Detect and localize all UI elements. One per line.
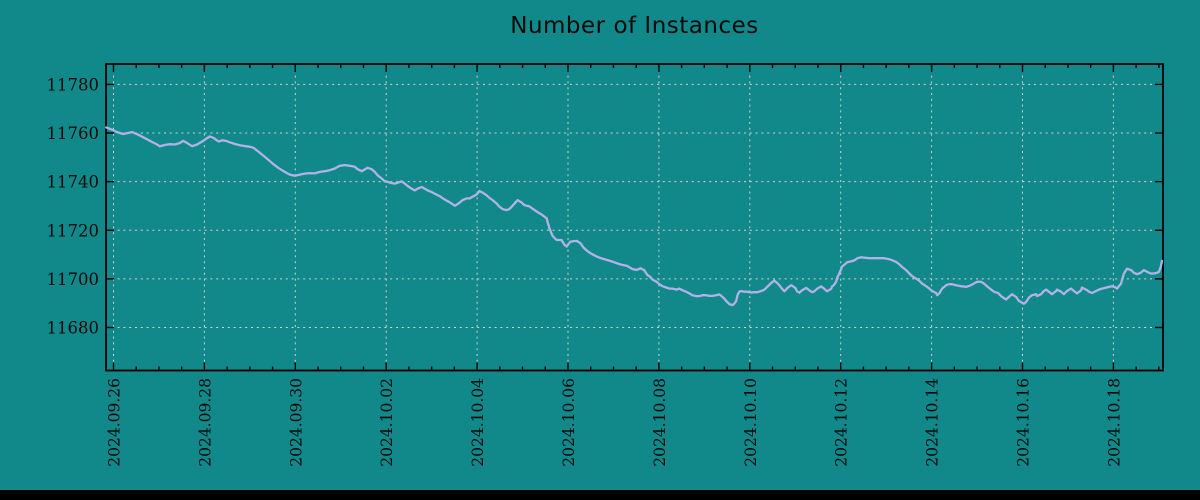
x-tick-label: 2024.10.10 <box>742 378 760 467</box>
bottom-black-bar <box>0 490 1200 500</box>
x-tick-label: 2024.10.16 <box>1015 378 1033 467</box>
y-tick-label: 11680 <box>47 318 100 337</box>
plot-border <box>105 63 1164 372</box>
x-tick-label: 2024.10.02 <box>378 378 396 467</box>
x-tick-label: 2024.10.12 <box>833 378 851 467</box>
y-tick-label: 11700 <box>47 270 100 289</box>
x-tick-label: 2024.10.04 <box>469 378 487 467</box>
x-tick-label: 2024.09.26 <box>106 378 124 467</box>
y-tick-label: 11740 <box>47 173 100 192</box>
x-tick-label: 2024.09.28 <box>196 378 214 467</box>
x-tick-label: 2024.10.14 <box>924 378 942 467</box>
chart-title: Number of Instances <box>510 13 759 39</box>
data-line <box>105 126 1164 307</box>
y-tick-label: 11720 <box>47 221 100 240</box>
y-tick-label: 11780 <box>47 75 100 94</box>
x-tick-label: 2024.09.30 <box>287 378 305 467</box>
y-tick-label: 11760 <box>47 124 100 143</box>
x-tick-label: 2024.10.18 <box>1105 378 1123 467</box>
x-tick-label: 2024.10.08 <box>651 378 669 467</box>
x-tick-label: 2024.10.06 <box>560 378 578 467</box>
